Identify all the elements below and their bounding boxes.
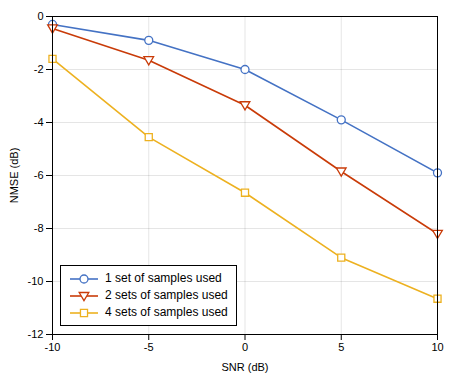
svg-text:-4: -4 <box>34 116 44 128</box>
svg-text:5: 5 <box>338 341 344 353</box>
svg-text:-5: -5 <box>144 341 154 353</box>
svg-text:-2: -2 <box>34 63 44 75</box>
svg-text:SNR (dB): SNR (dB) <box>221 361 268 373</box>
svg-text:-12: -12 <box>28 328 44 340</box>
html-text:2 sets of samples used: 2 sets of samples used <box>105 288 228 302</box>
svg-text:-10: -10 <box>28 275 44 287</box>
svg-text:-8: -8 <box>34 222 44 234</box>
svg-text:0: 0 <box>37 10 43 22</box>
svg-text:0: 0 <box>242 341 248 353</box>
svg-text:-10: -10 <box>45 341 61 353</box>
html-text:1 set of samples used: 1 set of samples used <box>105 271 222 285</box>
html-text:4 sets of samples used: 4 sets of samples used <box>105 305 228 319</box>
svg-text:-6: -6 <box>34 169 44 181</box>
svg-text:10: 10 <box>431 341 443 353</box>
svg-text:NMSE (dB): NMSE (dB) <box>8 148 20 204</box>
